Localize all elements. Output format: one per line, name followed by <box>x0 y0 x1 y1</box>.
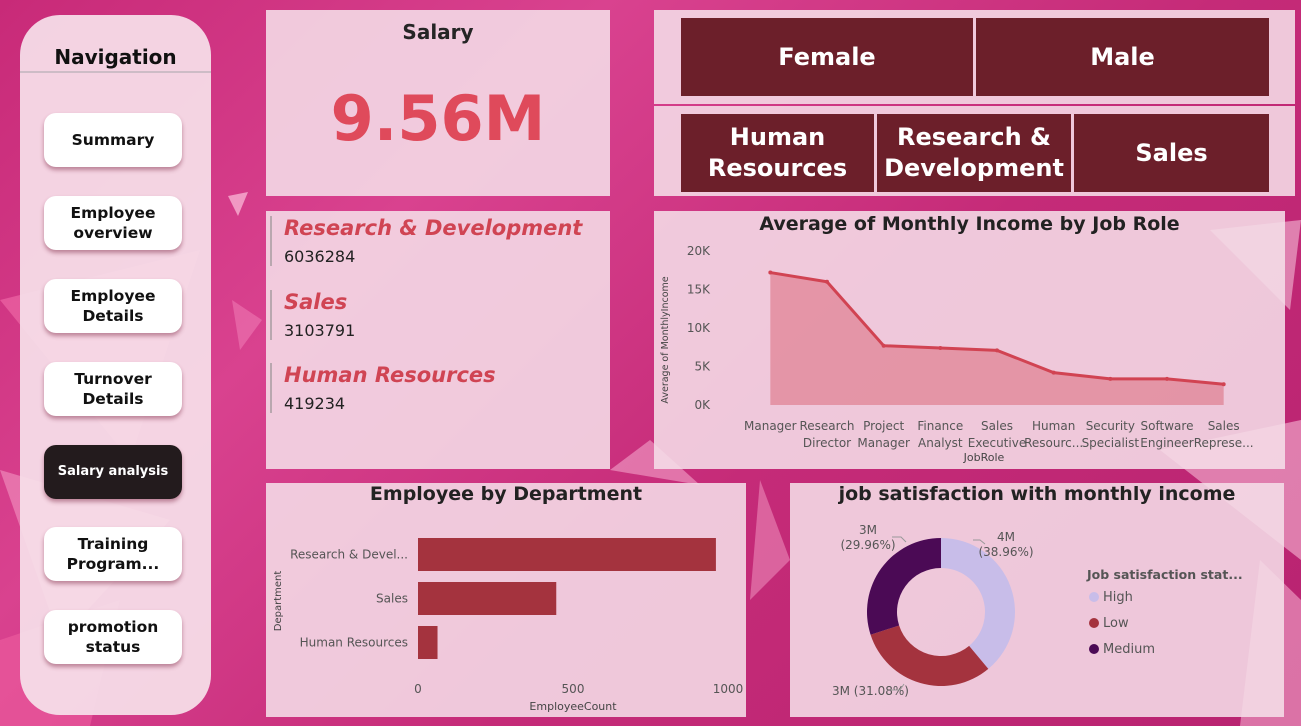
department-slicer: Human Resources Research & Development S… <box>654 106 1295 196</box>
legend-marker <box>1089 644 1099 654</box>
data-point[interactable] <box>768 270 773 275</box>
data-point[interactable] <box>995 348 999 353</box>
donut-chart-title: job satisfaction with monthly income <box>838 483 1236 505</box>
y-axis-label: Average of MonthlyIncome <box>660 276 671 403</box>
y-tick-label: Sales <box>376 592 408 606</box>
x-tick-label: 500 <box>562 682 585 696</box>
donut-slice[interactable] <box>870 625 989 686</box>
line-chart-svg: 0K 5K 10K 15K 20K Manager Research DirectorProj… <box>660 244 1254 464</box>
bar-chart-svg: Research & Devel... Sales Human Resources 0… <box>273 538 744 713</box>
donut-slice[interactable] <box>867 538 941 635</box>
y-tick-label: 15K <box>687 283 711 297</box>
x-tick-label: Human Resourc... <box>1024 419 1083 450</box>
nav-turnover-details-button[interactable]: Turnover Details <box>44 362 182 416</box>
bar[interactable] <box>418 538 716 571</box>
nav-employee-details-button[interactable]: Employee Details <box>44 279 182 333</box>
y-tick-label: 0K <box>694 398 711 412</box>
nav-training-program-button[interactable]: Training Program... <box>44 527 182 581</box>
area-fill <box>770 272 1224 405</box>
dept-salary-amount: 3103791 <box>284 321 356 341</box>
bar-chart-title: Employee by Department <box>369 483 643 505</box>
legend-marker <box>1089 592 1099 602</box>
x-axis-label: EmployeeCount <box>529 700 617 713</box>
data-point[interactable] <box>1051 370 1056 375</box>
job-satisfaction-chart: job satisfaction with monthly income 4M(… <box>790 483 1284 717</box>
navigation-panel: Navigation Summary Employee overview Emp… <box>20 15 211 715</box>
nav-promotion-status-button[interactable]: promotion status <box>44 610 182 664</box>
employee-by-department-chart: Employee by Department Research & Devel.… <box>266 483 746 717</box>
dept-salary-name: Human Resources <box>284 363 496 387</box>
y-tick-label: 5K <box>694 360 711 374</box>
nav-salary-analysis-button[interactable]: Salary analysis <box>44 445 182 499</box>
x-tick-label: Research Director <box>799 419 854 450</box>
data-point[interactable] <box>1165 376 1169 381</box>
dept-salary-entry: Human Resources 419234 <box>270 363 496 414</box>
dept-salary-amount: 419234 <box>284 394 346 414</box>
gender-option-male[interactable]: Male <box>976 18 1269 96</box>
slice-label: 4M (38.96%) <box>978 530 1033 559</box>
legend-marker <box>1089 618 1099 628</box>
dept-salary-entry: Sales 3103791 <box>270 290 356 341</box>
data-point[interactable] <box>881 343 886 348</box>
y-tick-label: 20K <box>687 244 711 258</box>
dept-salary-name: Research & Development <box>284 216 583 240</box>
salary-total-value: 9.56M <box>330 82 546 155</box>
x-tick-label: Software Engineer <box>1140 419 1194 450</box>
nav-summary-button[interactable]: Summary <box>44 113 182 167</box>
department-option-research-development[interactable]: Research & Development <box>877 114 1071 192</box>
salary-card: Salary 9.56M <box>266 10 610 196</box>
x-tick-label: Project Manager <box>857 419 910 450</box>
x-tick-label: Manager <box>744 419 797 433</box>
legend-title: Job satisfaction stat... <box>1086 567 1243 582</box>
gender-slicer: Female Male <box>654 10 1295 104</box>
dept-salary-name: Sales <box>284 290 348 314</box>
y-tick-label: 10K <box>687 321 711 335</box>
x-tick-label: Security Specialist <box>1082 419 1140 450</box>
legend-item[interactable]: Medium <box>1103 642 1155 657</box>
leader-line <box>973 539 986 545</box>
legend-item[interactable]: High <box>1103 590 1133 605</box>
data-point[interactable] <box>825 279 829 284</box>
slice-label: 3M (29.96%) <box>840 523 895 552</box>
donut-chart-svg: 4M (38.96%) 3M (31.08%) 3M (29.96%) Job satis… <box>832 523 1243 698</box>
x-tick-label: 1000 <box>713 682 744 696</box>
monthly-income-by-role-chart: Average of Monthly Income by Job Role 0K… <box>654 211 1285 469</box>
y-tick-label: Human Resources <box>300 636 408 650</box>
leader-line <box>890 683 905 691</box>
legend-item[interactable]: Low <box>1103 616 1129 631</box>
navigation-title: Navigation <box>54 45 177 69</box>
x-tick-label: Finance Analyst <box>917 419 963 450</box>
x-tick-label: Sales Represe... <box>1194 419 1254 450</box>
line-chart-title: Average of Monthly Income by Job Role <box>759 213 1180 235</box>
x-tick-label: Sales Executive <box>968 419 1026 450</box>
data-point[interactable] <box>1221 382 1226 387</box>
x-tick-label: 0 <box>414 682 422 696</box>
bar[interactable] <box>418 626 438 659</box>
department-option-human-resources[interactable]: Human Resources <box>681 114 874 192</box>
department-salary-list: Research & Development 6036284 Sales 310… <box>266 211 610 469</box>
bar[interactable] <box>418 582 557 615</box>
leader-line <box>892 536 907 543</box>
slice-label: 3M (31.08%) <box>832 684 909 698</box>
data-point[interactable] <box>1108 376 1113 381</box>
y-axis-label: Department <box>273 571 284 632</box>
gender-option-female[interactable]: Female <box>681 18 973 96</box>
dept-salary-entry: Research & Development 6036284 <box>270 216 583 267</box>
navigation-divider <box>20 71 211 73</box>
department-option-sales[interactable]: Sales <box>1074 114 1269 192</box>
donut-slice[interactable] <box>941 538 1015 669</box>
x-axis-label: JobRole <box>963 451 1005 464</box>
dept-salary-amount: 6036284 <box>284 247 356 267</box>
nav-employee-overview-button[interactable]: Employee overview <box>44 196 182 250</box>
y-tick-label: Research & Devel... <box>290 548 408 562</box>
data-point[interactable] <box>938 346 943 351</box>
salary-card-title: Salary <box>402 20 474 44</box>
